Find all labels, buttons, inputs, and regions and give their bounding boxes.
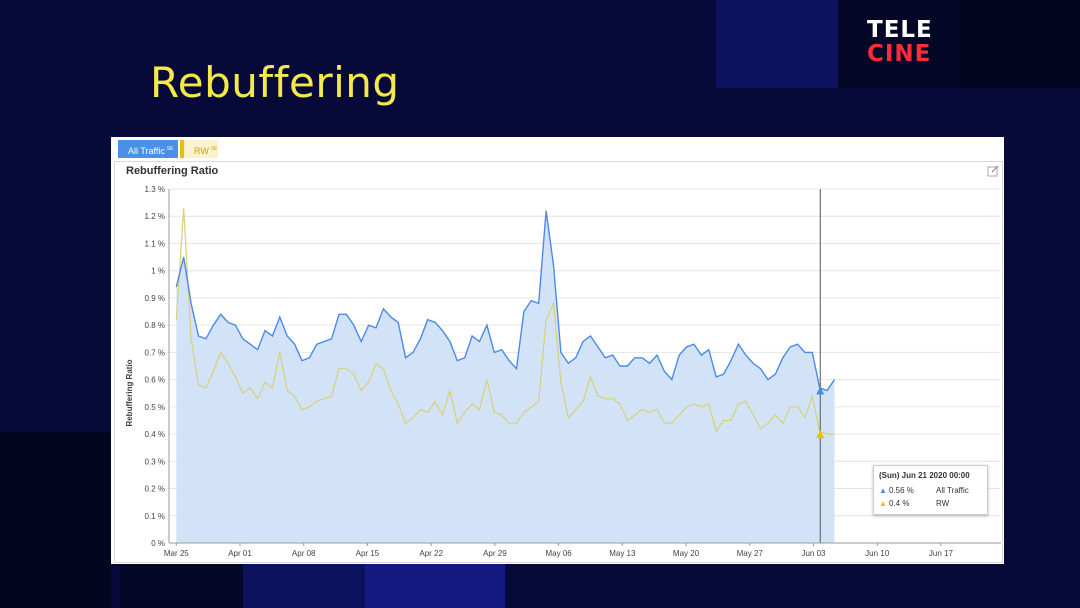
y-tick-label: 0.5 % [145,403,165,412]
y-tick-label: 0.7 % [145,348,165,357]
tab-rw-badge: SE [210,146,218,152]
logo-line-1: TELE [867,17,933,43]
area-layer [176,210,835,544]
series-line-all-traffic [175,210,836,392]
x-tick-label: Apr 08 [292,549,316,558]
chart-panel: All Traffic SE RW SE Rebuffering Ratio 0 %… [111,137,1004,564]
tab-all-traffic-badge: SE [166,146,174,152]
y-tick-label: 0.6 % [145,376,165,385]
chart-svg: 0 % 0.1 % 0.2 % 0.3 % 0.4 % 0.5 % 0.6 % 0.7 % 0.… [125,185,1001,558]
y-tick-label: 0.8 % [145,321,165,330]
slide-title: Rebuffering [150,58,400,107]
chart-title: Rebuffering Ratio [126,165,219,177]
x-tick-label: Apr 15 [356,549,380,558]
y-tick-label: 0.3 % [145,457,165,466]
x-tick-label: May 06 [545,549,572,558]
edit-icon[interactable] [987,165,999,177]
y-tick-label: 1.2 % [145,212,165,221]
series-area-all-traffic [176,210,835,544]
x-tick-label: Jun 17 [929,549,954,558]
tab-rw[interactable]: RW SE [180,140,218,158]
chart-card [114,161,1003,563]
series-line-rw [175,208,835,435]
x-tick-label: May 20 [673,549,700,558]
y-tick-label: 0.2 % [145,485,165,494]
tab-rw-label: RW [194,146,209,156]
x-tick-label: Apr 29 [483,549,507,558]
x-tick-label: Jun 03 [801,549,826,558]
x-tick-label: May 13 [609,549,636,558]
bg-block-bottom-2 [365,564,505,608]
marker-all-traffic [816,386,825,395]
triangle-icon: ▲ [879,486,887,495]
y-tick-label: 1.1 % [145,239,165,248]
logo-line-2: CINE [867,41,932,67]
bg-block-top-right [960,0,1080,88]
triangle-icon: ▲ [879,499,887,508]
x-tick-label: Jun 10 [865,549,890,558]
line-layer [175,189,836,543]
x-tick-label: Mar 25 [164,549,189,558]
tooltip-row-rw: ▲ 0.4 % RW [879,499,949,508]
bg-block-left [0,432,111,608]
y-tick-label: 0.1 % [145,512,165,521]
marker-rw [816,430,825,439]
tab-all-traffic[interactable]: All Traffic SE [118,140,178,158]
y-axis-label: Rebuffering Ratio [125,359,134,426]
tooltip-series-name: RW [936,499,950,508]
tooltip-value: 0.4 % [889,499,910,508]
y-tick-label: 0 % [151,539,165,548]
y-tick-label: 0.9 % [145,294,165,303]
x-tick-label: Apr 22 [419,549,443,558]
y-tick-label: 0.4 % [145,430,165,439]
y-tick-label: 1.3 % [145,185,165,194]
tooltip-row-all-traffic: ▲ 0.56 % All Traffic [879,486,969,495]
tooltip: (Sun) Jun 21 2020 00:00 ▲ 0.56 % All Tra… [873,465,988,515]
y-tick-label: 1 % [151,267,165,276]
tooltip-value: 0.56 % [889,486,914,495]
axis-layer: 0 % 0.1 % 0.2 % 0.3 % 0.4 % 0.5 % 0.6 % 0.7 % 0.… [145,185,1001,558]
bg-block-top [716,0,838,88]
bg-block-bottom-1 [243,564,365,608]
bg-block-bottom-3 [120,564,243,608]
tooltip-series-name: All Traffic [936,486,969,495]
tab-all-traffic-label: All Traffic [128,146,165,156]
tooltip-title: (Sun) Jun 21 2020 00:00 [879,471,970,480]
telecine-logo: TELE CINE [838,0,960,88]
x-tick-label: Apr 01 [228,549,252,558]
x-tick-label: May 27 [737,549,764,558]
